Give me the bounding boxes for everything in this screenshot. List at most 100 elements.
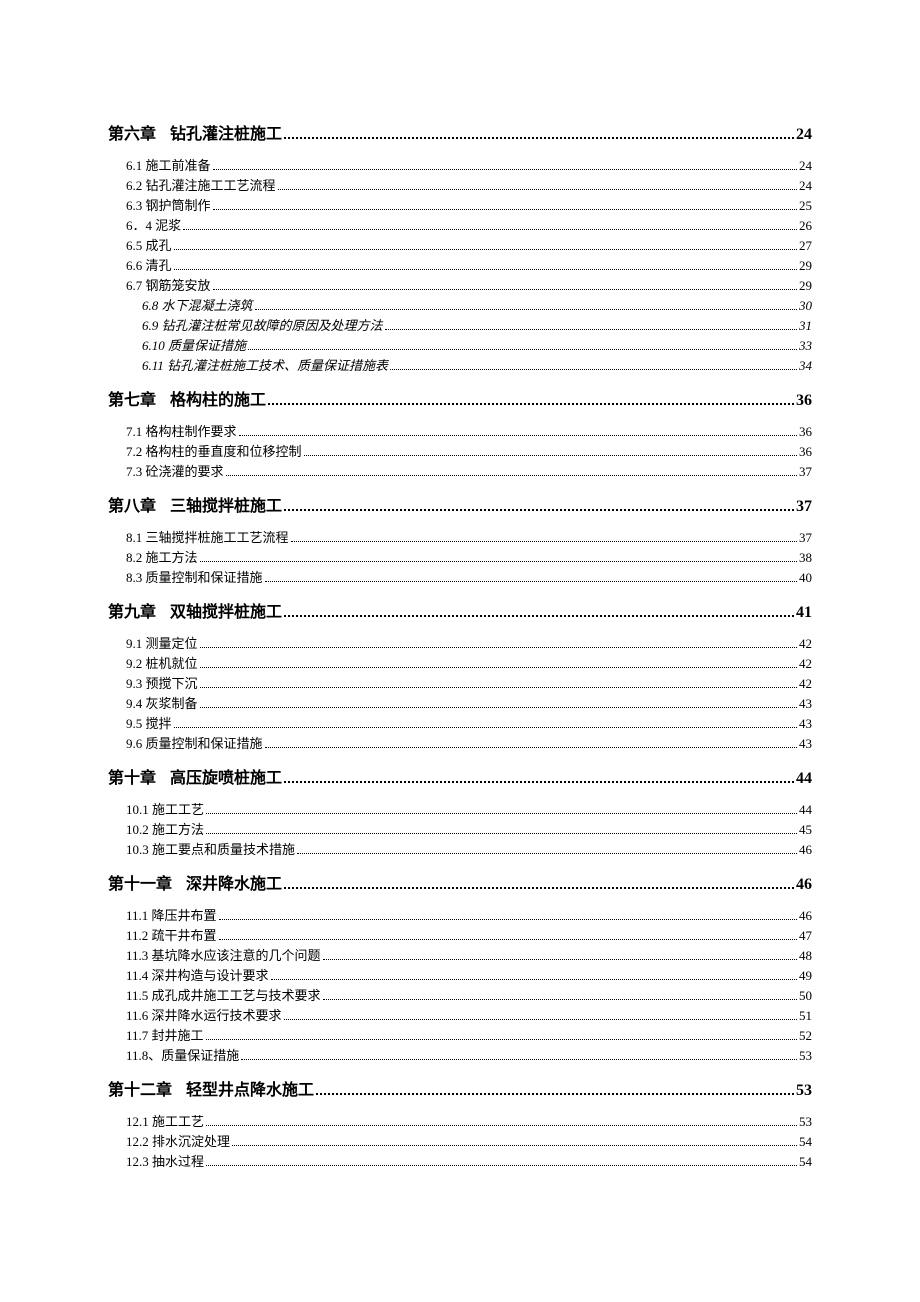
dot-leader (239, 435, 797, 436)
toc-chapter-row[interactable]: 第十一章深井降水施工46 (108, 872, 812, 898)
toc-sub-row[interactable]: 6.8 水下混凝土浇筑30 (108, 296, 812, 316)
toc-sub-row[interactable]: 6.2 钻孔灌注施工工艺流程24 (108, 176, 812, 196)
sub-page: 25 (799, 196, 812, 216)
sub-page: 46 (799, 840, 812, 860)
toc-chapter-row[interactable]: 第六章钻孔灌注桩施工24 (108, 122, 812, 148)
dot-leader (284, 781, 794, 783)
dot-leader (213, 209, 797, 210)
toc-sub-row[interactable]: 10.2 施工方法45 (108, 820, 812, 840)
sub-page: 44 (799, 800, 812, 820)
sub-page: 50 (799, 986, 812, 1006)
toc-chapter-row[interactable]: 第十二章轻型井点降水施工53 (108, 1078, 812, 1104)
sub-label: 11.6 深井降水运行技术要求 (126, 1006, 282, 1026)
toc-sub-row[interactable]: 11.7 封井施工52 (108, 1026, 812, 1046)
chapter-page: 44 (796, 766, 812, 792)
dot-leader (200, 667, 797, 668)
dot-leader (206, 813, 797, 814)
toc-sub-row[interactable]: 8.1 三轴搅拌桩施工工艺流程37 (108, 528, 812, 548)
chapter-prefix: 第十章 (108, 766, 156, 792)
toc-sub-row[interactable]: 11.4 深井构造与设计要求49 (108, 966, 812, 986)
toc-sub-row[interactable]: 11.8、质量保证措施53 (108, 1046, 812, 1066)
dot-leader (291, 541, 797, 542)
sub-page: 43 (799, 714, 812, 734)
sub-page: 36 (799, 442, 812, 462)
sub-label: 11.4 深井构造与设计要求 (126, 966, 269, 986)
dot-leader (268, 403, 794, 405)
sub-page: 42 (799, 634, 812, 654)
toc-sub-row[interactable]: 9.3 预搅下沉42 (108, 674, 812, 694)
dot-leader (200, 647, 797, 648)
sub-label: 7.2 格构柱的垂直度和位移控制 (126, 442, 302, 462)
toc-sub-row[interactable]: 11.3 基坑降水应该注意的几个问题48 (108, 946, 812, 966)
toc-sub-row[interactable]: 10.3 施工要点和质量技术措施46 (108, 840, 812, 860)
chapter-page: 36 (796, 388, 812, 414)
toc-sub-row[interactable]: 11.2 疏干井布置47 (108, 926, 812, 946)
chapter-title: 双轴搅拌桩施工 (170, 600, 282, 626)
sub-label: 9.6 质量控制和保证措施 (126, 734, 263, 754)
sub-page: 34 (799, 356, 812, 376)
sub-label: 7.1 格构柱制作要求 (126, 422, 237, 442)
toc-sub-row[interactable]: 11.5 成孔成井施工工艺与技术要求50 (108, 986, 812, 1006)
sub-label: 8.1 三轴搅拌桩施工工艺流程 (126, 528, 289, 548)
toc-sub-row[interactable]: 12.3 抽水过程54 (108, 1152, 812, 1172)
toc-sub-row[interactable]: 11.6 深井降水运行技术要求51 (108, 1006, 812, 1026)
dot-leader (206, 1165, 797, 1166)
toc-sub-row[interactable]: 6.11 钻孔灌注桩施工技术、质量保证措施表 34 (108, 356, 812, 376)
sub-label: 12.3 抽水过程 (126, 1152, 204, 1172)
dot-leader (316, 1093, 794, 1095)
toc-sub-row[interactable]: 9.2 桩机就位 42 (108, 654, 812, 674)
toc-sub-row[interactable]: 6.5 成孔27 (108, 236, 812, 256)
dot-leader (304, 455, 797, 456)
sub-label: 9.1 测量定位 (126, 634, 198, 654)
toc-sub-row[interactable]: 9.1 测量定位 42 (108, 634, 812, 654)
toc-chapter-row[interactable]: 第八章三轴搅拌桩施工37 (108, 494, 812, 520)
toc-chapter-block: 第十一章深井降水施工46 11.1 降压井布置4611.2 疏干井布置4711.3… (108, 872, 812, 1066)
toc-sub-row[interactable]: 6.6 清孔29 (108, 256, 812, 276)
sub-label: 11.7 封井施工 (126, 1026, 204, 1046)
sub-page: 43 (799, 734, 812, 754)
toc-chapter-block: 第九章双轴搅拌桩施工419.1 测量定位429.2 桩机就位429.3 预搅下沉… (108, 600, 812, 754)
toc-sub-row[interactable]: 12.1 施工工艺53 (108, 1112, 812, 1132)
sub-page: 37 (799, 462, 812, 482)
toc-chapter-row[interactable]: 第十章高压旋喷桩施工44 (108, 766, 812, 792)
sub-page: 38 (799, 548, 812, 568)
sub-page: 54 (799, 1132, 812, 1152)
toc-sub-row[interactable]: 6.3 钢护筒制作25 (108, 196, 812, 216)
chapter-title: 钻孔灌注桩施工 (170, 122, 282, 148)
toc-sub-row[interactable]: 6.1 施工前准备24 (108, 156, 812, 176)
sub-label: 6.11 钻孔灌注桩施工技术、质量保证措施表 (142, 356, 388, 376)
toc-sub-row[interactable]: 11.1 降压井布置46 (108, 906, 812, 926)
toc-chapter-row[interactable]: 第七章格构柱的施工36 (108, 388, 812, 414)
toc-sub-row[interactable]: 6.10 质量保证措施33 (108, 336, 812, 356)
dot-leader (390, 369, 797, 370)
toc-sub-row[interactable]: 9.5 搅拌43 (108, 714, 812, 734)
toc-sub-row[interactable]: 9.6 质量控制和保证措施 43 (108, 734, 812, 754)
dot-leader (284, 137, 794, 139)
sub-label: 9.2 桩机就位 (126, 654, 198, 674)
toc-sub-row[interactable]: 9.4 灰浆制备43 (108, 694, 812, 714)
toc-chapter-row[interactable]: 第九章双轴搅拌桩施工41 (108, 600, 812, 626)
dot-leader (323, 959, 797, 960)
toc-sub-row[interactable]: 7.3 砼浇灌的要求37 (108, 462, 812, 482)
sub-label: 12.1 施工工艺 (126, 1112, 204, 1132)
dot-leader (226, 475, 797, 476)
toc-sub-row[interactable]: 8.3 质量控制和保证措施40 (108, 568, 812, 588)
sub-page: 36 (799, 422, 812, 442)
table-of-contents: 第六章钻孔灌注桩施工246.1 施工前准备246.2 钻孔灌注施工工艺流程246… (108, 122, 812, 1172)
toc-sub-row[interactable]: 10.1 施工工艺44 (108, 800, 812, 820)
toc-sub-row[interactable]: 7.2 格构柱的垂直度和位移控制 36 (108, 442, 812, 462)
dot-leader (200, 687, 797, 688)
sub-page: 42 (799, 654, 812, 674)
chapter-page: 24 (796, 122, 812, 148)
dot-leader (174, 249, 797, 250)
chapter-prefix: 第八章 (108, 494, 156, 520)
toc-sub-row[interactable]: 12.2 排水沉淀处理54 (108, 1132, 812, 1152)
toc-sub-row[interactable]: 7.1 格构柱制作要求 36 (108, 422, 812, 442)
toc-sub-row[interactable]: 6．4 泥浆26 (108, 216, 812, 236)
toc-sub-row[interactable]: 6.9 钻孔灌注桩常见故障的原因及处理方法31 (108, 316, 812, 336)
toc-sub-row[interactable]: 8.2 施工方法38 (108, 548, 812, 568)
dot-leader (284, 887, 794, 889)
sub-page: 27 (799, 236, 812, 256)
toc-sub-row[interactable]: 6.7 钢筋笼安放29 (108, 276, 812, 296)
dot-leader (232, 1145, 797, 1146)
